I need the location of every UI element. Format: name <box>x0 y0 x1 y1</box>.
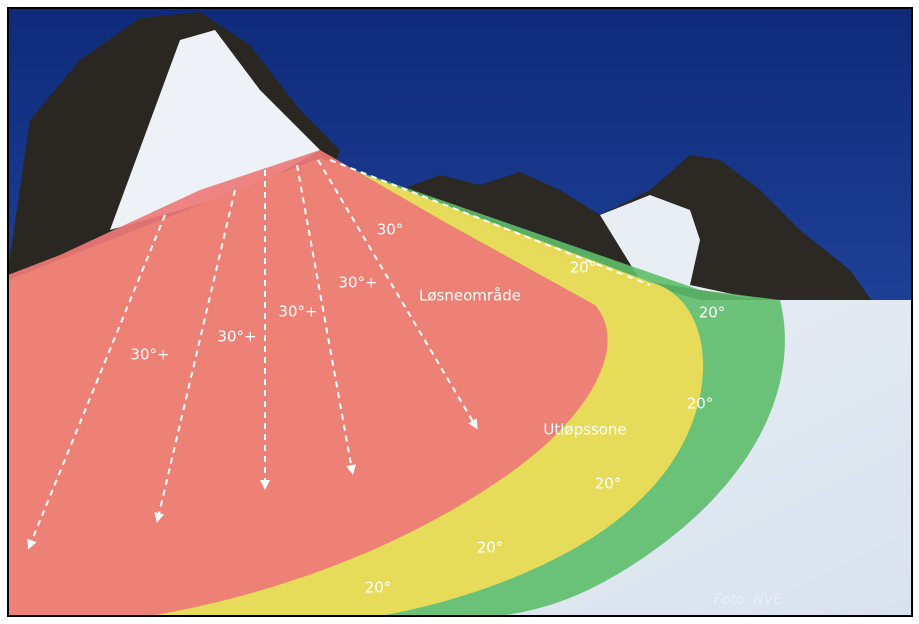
arrow <box>317 159 478 430</box>
frame <box>7 7 913 617</box>
arrows <box>27 159 651 550</box>
zone-name: Løsneområde <box>419 287 521 305</box>
arrow <box>296 164 357 475</box>
red-zone <box>8 150 608 616</box>
photo-credit: Foto: NVE <box>714 592 783 608</box>
runout-label: 20° <box>595 475 622 493</box>
runout-label: 20° <box>570 259 597 277</box>
arrow <box>27 214 166 550</box>
zone-name: Utløpssone <box>543 421 626 439</box>
runout-label: 20° <box>477 539 504 557</box>
slope-label: 30°+ <box>338 274 377 292</box>
slope-label: 30°+ <box>130 346 169 364</box>
slope-label: 30°+ <box>278 303 317 321</box>
ridge-line <box>329 159 651 286</box>
arrow <box>154 189 236 523</box>
runout-label: 20° <box>699 304 726 322</box>
runout-label: 20° <box>365 579 392 597</box>
slope-label: 30° <box>377 221 404 239</box>
runout-label: 20° <box>687 395 714 413</box>
slope-label: 30°+ <box>217 328 256 346</box>
